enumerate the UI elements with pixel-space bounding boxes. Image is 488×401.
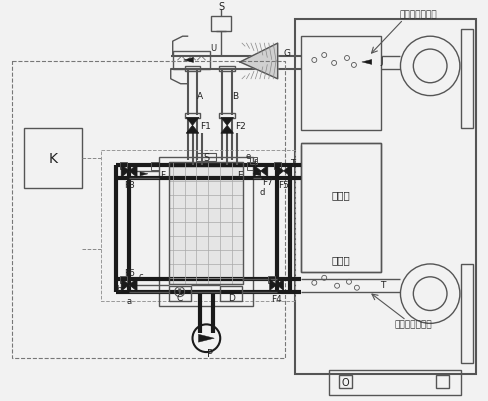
- Polygon shape: [221, 126, 233, 134]
- Bar: [101, 151, 295, 301]
- Text: F3: F3: [123, 181, 134, 190]
- Polygon shape: [121, 279, 129, 292]
- Bar: [120, 276, 127, 283]
- Bar: [328, 370, 460, 395]
- Text: S: S: [218, 2, 224, 12]
- Bar: [249, 158, 256, 164]
- Bar: [168, 286, 190, 301]
- Bar: [196, 154, 216, 162]
- Polygon shape: [283, 165, 291, 178]
- Text: d: d: [259, 188, 264, 196]
- Bar: [338, 375, 351, 388]
- Bar: [120, 162, 127, 170]
- Bar: [273, 162, 280, 170]
- Text: b: b: [116, 284, 122, 294]
- Text: 吸收器: 吸收器: [331, 254, 350, 264]
- Bar: [24, 129, 81, 188]
- Bar: [220, 286, 242, 301]
- Text: T: T: [379, 281, 385, 290]
- Text: 冷冀水管输出端: 冷冀水管输出端: [399, 10, 436, 19]
- Text: F: F: [160, 171, 165, 180]
- Bar: [219, 114, 235, 119]
- Polygon shape: [178, 289, 181, 295]
- Polygon shape: [183, 58, 193, 63]
- Text: P: P: [207, 348, 213, 358]
- Polygon shape: [221, 118, 233, 126]
- Polygon shape: [129, 279, 137, 292]
- Polygon shape: [252, 172, 260, 176]
- Text: a: a: [126, 296, 131, 305]
- Bar: [294, 20, 475, 374]
- Text: F2: F2: [234, 122, 245, 130]
- Polygon shape: [260, 166, 267, 177]
- Polygon shape: [140, 172, 148, 176]
- Text: G: G: [283, 49, 289, 57]
- Bar: [151, 162, 159, 170]
- Polygon shape: [186, 118, 199, 126]
- Text: 冷冀水管输入端: 冷冀水管输入端: [394, 319, 431, 328]
- Polygon shape: [121, 165, 129, 178]
- Text: E: E: [237, 171, 243, 180]
- Polygon shape: [253, 166, 260, 177]
- Text: U: U: [210, 43, 216, 53]
- Polygon shape: [276, 279, 283, 291]
- Bar: [460, 264, 472, 363]
- Text: S: S: [203, 153, 209, 162]
- Bar: [211, 17, 231, 32]
- Bar: [219, 67, 235, 72]
- Polygon shape: [168, 162, 243, 284]
- Polygon shape: [198, 334, 214, 342]
- Polygon shape: [240, 44, 277, 79]
- Bar: [246, 162, 254, 170]
- Polygon shape: [361, 60, 371, 65]
- Polygon shape: [275, 165, 283, 178]
- Text: B: B: [231, 92, 238, 101]
- Bar: [184, 114, 200, 119]
- Text: f: f: [253, 159, 256, 168]
- Bar: [184, 67, 200, 72]
- Text: D: D: [227, 294, 234, 302]
- Bar: [168, 162, 243, 284]
- Text: A: A: [197, 92, 203, 101]
- Bar: [172, 52, 210, 70]
- Text: F5: F5: [278, 181, 288, 190]
- Text: F4: F4: [271, 294, 282, 303]
- Polygon shape: [186, 126, 199, 134]
- Text: F1: F1: [200, 122, 210, 130]
- Text: e: e: [245, 151, 250, 160]
- Bar: [460, 30, 472, 129]
- Bar: [267, 276, 274, 283]
- Text: J: J: [380, 57, 382, 66]
- Text: C: C: [176, 294, 183, 302]
- Text: F7: F7: [262, 178, 273, 187]
- Polygon shape: [129, 165, 137, 178]
- Bar: [159, 158, 252, 306]
- Polygon shape: [269, 279, 276, 291]
- Text: 冷凝器: 冷凝器: [331, 190, 350, 200]
- Bar: [301, 144, 380, 272]
- Text: O: O: [341, 377, 348, 387]
- Text: K: K: [48, 152, 57, 166]
- Bar: [12, 62, 284, 358]
- Bar: [435, 375, 448, 388]
- Bar: [301, 37, 380, 131]
- Text: T: T: [289, 159, 294, 168]
- Text: F6: F6: [123, 269, 134, 277]
- Text: c: c: [139, 271, 143, 281]
